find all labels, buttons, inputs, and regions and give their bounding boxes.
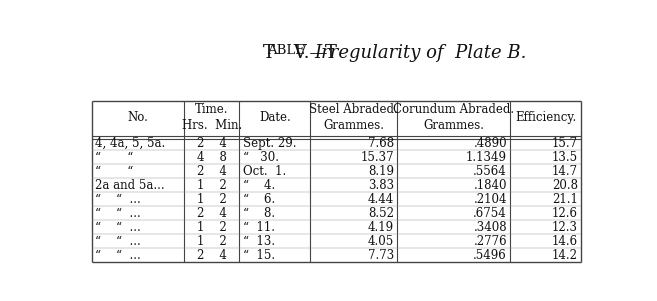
Text: .4890: .4890 [474, 137, 507, 150]
Text: 12.6: 12.6 [552, 207, 578, 220]
Text: Date.: Date. [259, 111, 291, 124]
Text: “    8.: “ 8. [242, 207, 275, 220]
Text: .2104: .2104 [474, 193, 507, 206]
Text: 8.52: 8.52 [368, 207, 394, 220]
Text: 15.7: 15.7 [552, 137, 578, 150]
Text: Oct.  1.: Oct. 1. [242, 165, 286, 178]
Text: “       “: “ “ [95, 165, 133, 178]
Text: “    “  ...: “ “ ... [95, 221, 141, 234]
Text: 15.37: 15.37 [361, 151, 394, 164]
Text: “  11.: “ 11. [242, 221, 275, 234]
Text: 2a and 5a...: 2a and 5a... [95, 179, 165, 192]
Text: 4.19: 4.19 [368, 221, 394, 234]
Text: .2776: .2776 [474, 235, 507, 248]
Text: 7.68: 7.68 [368, 137, 394, 150]
Text: 3.83: 3.83 [368, 179, 394, 192]
Text: “   30.: “ 30. [242, 151, 279, 164]
Text: V.—: V.— [288, 44, 328, 62]
Text: 14.6: 14.6 [552, 235, 578, 248]
Text: .5564: .5564 [473, 165, 507, 178]
Text: .6754: .6754 [473, 207, 507, 220]
Text: T: T [325, 44, 337, 62]
Text: “  13.: “ 13. [242, 235, 275, 248]
Text: Time.
Hrs.  Min.: Time. Hrs. Min. [182, 103, 242, 132]
Text: 1    2: 1 2 [197, 193, 227, 206]
Text: “       “: “ “ [95, 151, 133, 164]
Text: 2    4: 2 4 [197, 165, 227, 178]
Text: Efficiency.: Efficiency. [515, 111, 576, 124]
Text: No.: No. [128, 111, 148, 124]
Text: “    “  ...: “ “ ... [95, 235, 141, 248]
Text: 14.2: 14.2 [552, 249, 578, 262]
Text: 20.8: 20.8 [552, 179, 578, 192]
Text: “    “  ...: “ “ ... [95, 193, 141, 206]
Text: 21.1: 21.1 [552, 193, 578, 206]
Text: 1    2: 1 2 [197, 179, 227, 192]
Text: T: T [263, 44, 275, 62]
Text: 1    2: 1 2 [197, 235, 227, 248]
Text: .3408: .3408 [474, 221, 507, 234]
Text: 4.44: 4.44 [368, 193, 394, 206]
Text: 2    4: 2 4 [197, 137, 227, 150]
Text: “  15.: “ 15. [242, 249, 275, 262]
Text: Sept. 29.: Sept. 29. [242, 137, 296, 150]
Text: 4.05: 4.05 [368, 235, 394, 248]
Text: “    6.: “ 6. [242, 193, 275, 206]
Text: Irregularity of  Plate B.: Irregularity of Plate B. [314, 44, 526, 62]
Text: .1840: .1840 [474, 179, 507, 192]
Text: 1.1349: 1.1349 [466, 151, 507, 164]
Text: Corundum Abraded.
Grammes.: Corundum Abraded. Grammes. [393, 103, 514, 132]
Text: 4    8: 4 8 [197, 151, 227, 164]
Text: 12.3: 12.3 [552, 221, 578, 234]
Text: “    “  ...: “ “ ... [95, 207, 141, 220]
Text: “    4.: “ 4. [242, 179, 275, 192]
Text: 8.19: 8.19 [368, 165, 394, 178]
Text: .5496: .5496 [473, 249, 507, 262]
Text: 4, 4a, 5, 5a.: 4, 4a, 5, 5a. [95, 137, 166, 150]
Text: 7.73: 7.73 [368, 249, 394, 262]
Text: “    “  ...: “ “ ... [95, 249, 141, 262]
Text: 13.5: 13.5 [552, 151, 578, 164]
Text: ABLE: ABLE [267, 44, 305, 57]
Text: 14.7: 14.7 [552, 165, 578, 178]
Text: Steel Abraded.
Grammes.: Steel Abraded. Grammes. [309, 103, 398, 132]
Text: 1    2: 1 2 [197, 221, 227, 234]
Text: 2    4: 2 4 [197, 207, 227, 220]
Text: 2    4: 2 4 [197, 249, 227, 262]
